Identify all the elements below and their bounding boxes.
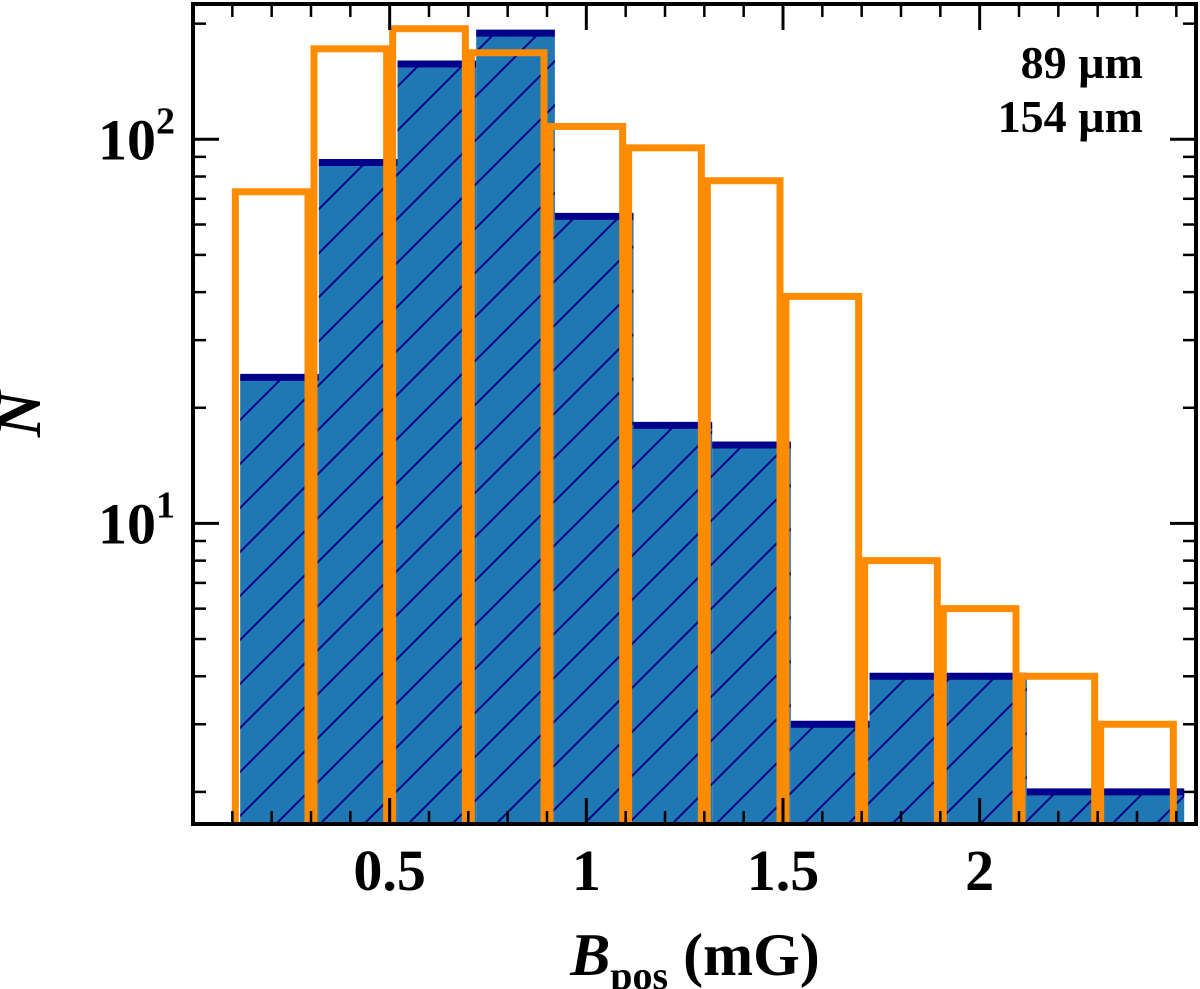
bar-154um-0 <box>231 188 312 824</box>
x-tick-label-2: 1.5 <box>747 838 820 903</box>
x-tick-label-0: 0.5 <box>353 838 426 903</box>
y-tick-label-0: 101 <box>98 484 175 556</box>
x-axis-label-unit: (mG) <box>668 922 820 988</box>
bar-154um-9 <box>939 605 1020 824</box>
y-tick-label-base: 10 <box>98 491 156 556</box>
bar-154um-3 <box>467 49 548 824</box>
y-tick-label-exponent: 1 <box>156 484 175 526</box>
axis-labels: Bpos (mG) N <box>0 388 820 989</box>
plot-area <box>231 25 1185 824</box>
bar-154um-2 <box>389 25 469 824</box>
bar-154um-1 <box>310 45 391 824</box>
y-tick-label-base: 10 <box>98 107 156 172</box>
plot-frame <box>191 2 1198 826</box>
bar-154um-7 <box>782 292 863 824</box>
bar-154um-10 <box>1018 672 1099 824</box>
y-tick-label-1: 102 <box>98 100 175 172</box>
x-axis-label-sub: pos <box>610 953 668 989</box>
x-axis-label: Bpos (mG) <box>569 922 819 989</box>
bar-154um-6 <box>703 177 784 824</box>
bar-154um-8 <box>861 557 941 824</box>
x-axis-label-main: B <box>569 922 610 988</box>
legend-entry-89um: 89 µm <box>1021 37 1143 88</box>
legend-entry-154um: 154 µm <box>998 91 1143 142</box>
y-axis-label: N <box>0 388 54 438</box>
legend: 89 µm 154 µm <box>998 37 1143 142</box>
x-tick-label-1: 1 <box>572 838 601 903</box>
bar-154um-5 <box>625 144 705 824</box>
bar-154um-4 <box>546 122 627 824</box>
x-tick-label-3: 2 <box>965 838 994 903</box>
y-tick-label-exponent: 2 <box>156 100 175 142</box>
bar-154um-11 <box>1097 720 1177 824</box>
